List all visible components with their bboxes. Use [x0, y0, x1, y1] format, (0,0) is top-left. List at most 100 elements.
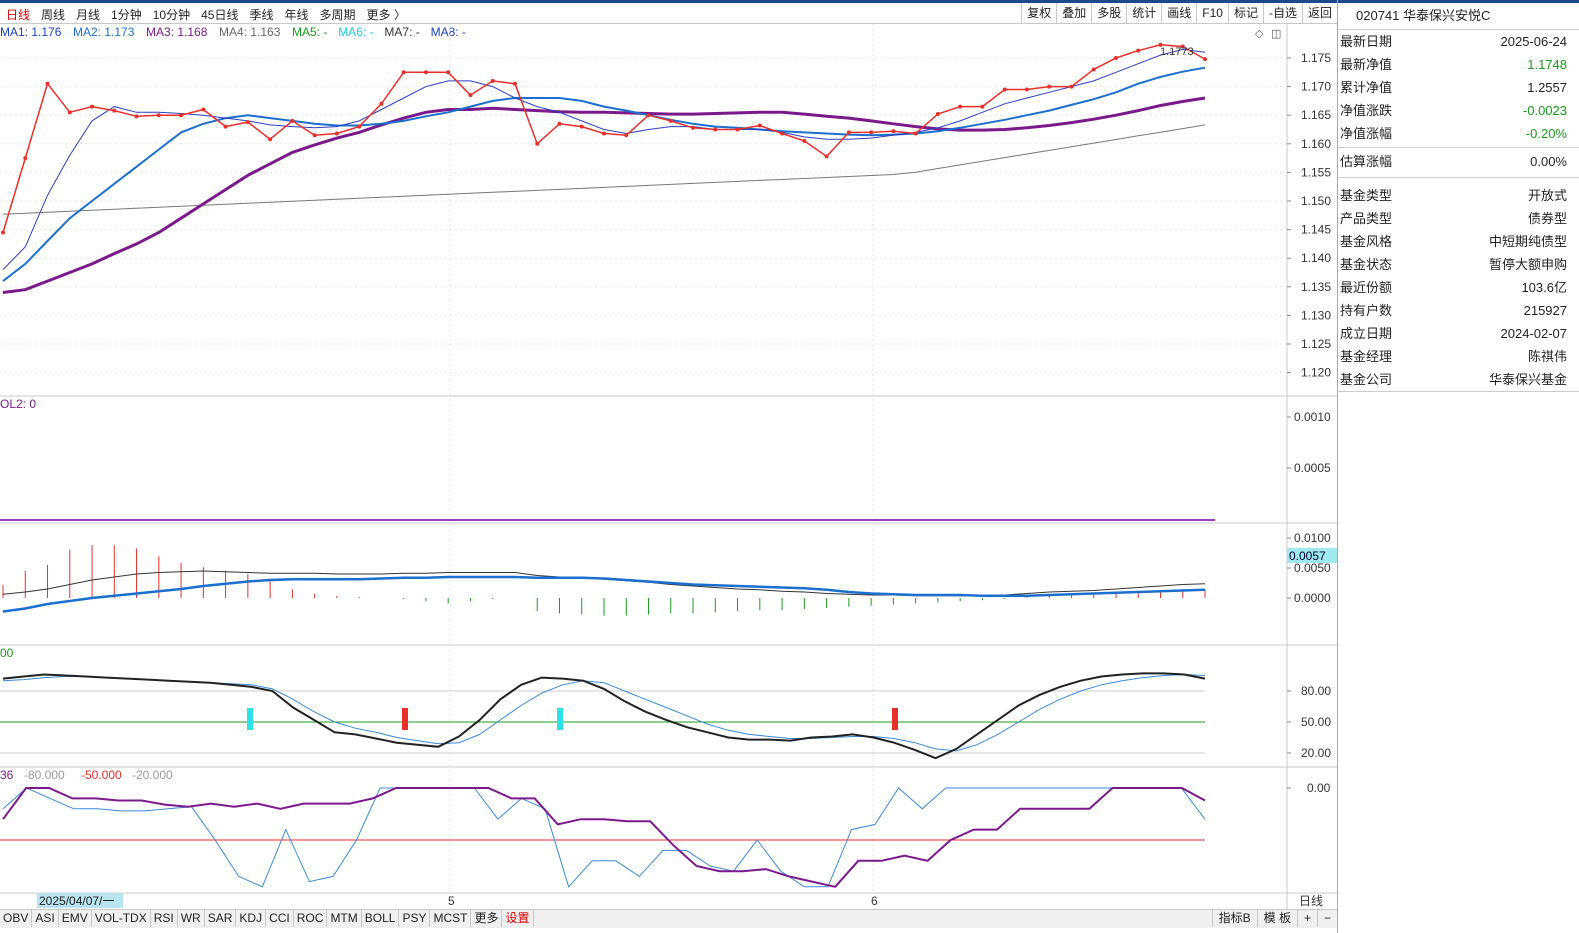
price-tick-label: 1.120: [1301, 366, 1331, 380]
fund-row: 持有户数 215927: [1338, 299, 1579, 322]
title-accent-bar: [0, 0, 1579, 3]
indicator-tab[interactable]: PSY: [399, 910, 431, 927]
indicator-tab[interactable]: MTM: [327, 910, 362, 927]
ma-legend: MA7: -: [384, 25, 419, 39]
period-tab[interactable]: 更多 〉: [366, 8, 406, 22]
tool-button[interactable]: 标记: [1227, 3, 1263, 23]
kdj-tick-label: 50.00: [1301, 715, 1331, 729]
indicator-tab[interactable]: BOLL: [362, 910, 400, 927]
wr-legend-c: -20.000: [132, 768, 173, 782]
nav-point: [1091, 67, 1096, 72]
row-key: 估算涨幅: [1340, 154, 1393, 169]
bottom-control[interactable]: 指标B: [1211, 910, 1257, 927]
tool-button[interactable]: 复权: [1021, 3, 1056, 23]
fund-nav-rows: 最新日期 2025-06-24 最新净值 1.1748 累计净值 1.2557 净值涨跌 -0…: [1338, 30, 1579, 145]
ma3-line: [2, 96, 1206, 294]
period-tab[interactable]: 多周期: [319, 8, 356, 22]
nav-point: [557, 121, 562, 126]
max-label: 1.1773: [1160, 46, 1194, 58]
ma1-line: [2, 48, 1206, 270]
indicator-tab[interactable]: KDJ: [236, 910, 267, 927]
fund-info-panel: 020741 华泰保兴安悦C 最新日期 2025-06-24 最新净值 1.1748 累…: [1338, 3, 1579, 403]
row-value: 2024-02-07: [1500, 326, 1568, 341]
chart-area[interactable]: MA1: 1.176 MA2: 1.173 MA3: 1.168 MA4: 1.163…: [0, 24, 1337, 909]
nav-point: [423, 70, 428, 75]
nav-point: [646, 113, 651, 118]
indicator-tab[interactable]: SAR: [205, 910, 237, 927]
tool-buttons: 复权 叠加 多股 统计 画线 F10 标记 -自选 返回: [1021, 3, 1337, 23]
fund-estimate-row: 估算涨幅 0.00%: [1338, 147, 1579, 173]
ma-legend: MA2: 1.173: [73, 25, 135, 39]
period-tab[interactable]: 日线: [6, 8, 31, 22]
nav-line: [2, 44, 1206, 233]
row-value: 暂停大额申购: [1488, 257, 1567, 272]
row-value: 215927: [1523, 303, 1567, 318]
nav-point: [1069, 84, 1074, 89]
tool-button[interactable]: F10: [1196, 3, 1228, 23]
indicator-tab[interactable]: ASI: [32, 910, 59, 927]
nav-point: [602, 131, 606, 136]
bottom-control[interactable]: 模 板: [1256, 910, 1297, 927]
indicator-tab[interactable]: OBV: [0, 910, 33, 927]
tool-button[interactable]: 叠加: [1056, 3, 1091, 23]
fund-row: 基金类型 开放式: [1338, 184, 1579, 207]
indicator-tab[interactable]: 设置: [502, 910, 534, 927]
indicator-tabs: OBV ASI EMV VOL-TDX RSI WR SAR KDJ CCI ROC MTM BOLL…: [0, 910, 534, 927]
tool-button[interactable]: -自选: [1262, 3, 1302, 23]
nav-point: [357, 124, 362, 129]
kdj-tick-label: 80.00: [1301, 684, 1331, 698]
month-label: 5: [448, 894, 455, 908]
tool-button[interactable]: 统计: [1126, 3, 1161, 23]
chart-svg[interactable]: MA1: 1.176 MA2: 1.173 MA3: 1.168 MA4: 1.163…: [0, 24, 1337, 909]
period-tab[interactable]: 周线: [41, 8, 66, 22]
kdj-legend: 00: [0, 646, 14, 660]
ma-legend: MA8: -: [431, 25, 466, 39]
period-tab[interactable]: 季线: [249, 8, 274, 22]
period-tab[interactable]: 45日线: [201, 8, 239, 22]
nav-point: [624, 133, 629, 138]
nav-point: [1024, 87, 1029, 92]
period-tab[interactable]: 10分钟: [152, 8, 191, 22]
nav-point: [1, 230, 5, 235]
period-tab[interactable]: 月线: [76, 8, 101, 22]
nav-point: [112, 108, 117, 113]
fund-row: 最近份额 103.6亿: [1338, 276, 1579, 299]
indicator-tab[interactable]: MCST: [430, 910, 472, 927]
bottom-control[interactable]: −: [1316, 910, 1337, 927]
row-value: 1.1748: [1527, 57, 1567, 72]
vol-tick-label: 0.0005: [1294, 461, 1331, 475]
period-tab[interactable]: 1分钟: [111, 8, 142, 22]
fund-row: 基金经理 陈祺伟: [1338, 345, 1579, 368]
indicator-tab[interactable]: 更多: [471, 910, 503, 927]
nav-point: [735, 127, 740, 132]
price-tick-label: 1.155: [1301, 165, 1331, 179]
indicator-tab[interactable]: VOL-TDX: [92, 910, 151, 927]
wr-line-1: [2, 787, 1206, 888]
indicator-tab[interactable]: EMV: [59, 910, 92, 927]
row-value: 0.00%: [1530, 154, 1567, 169]
period-tabs: 日线 周线 月线 1分钟 10分钟 45日线 季线 年线 多周期 更多 〉: [6, 6, 406, 23]
indicator-tab[interactable]: RSI: [151, 910, 178, 927]
indicator-tab[interactable]: ROC: [294, 910, 328, 927]
nav-point: [401, 70, 406, 75]
row-key: 累计净值: [1340, 80, 1393, 95]
ma-legend: MA5: -: [292, 25, 327, 39]
tool-button[interactable]: 多股: [1091, 3, 1126, 23]
nav-point: [1113, 56, 1118, 60]
price-tick-label: 1.140: [1301, 251, 1331, 265]
ma-legend: MA6: -: [338, 25, 373, 39]
nav-point: [824, 154, 829, 159]
macd-dea-line: [2, 575, 1206, 613]
period-tab[interactable]: 年线: [284, 8, 309, 22]
bottom-control[interactable]: +: [1296, 910, 1317, 927]
tool-button[interactable]: 画线: [1161, 3, 1196, 23]
indicator-tab[interactable]: WR: [178, 910, 205, 927]
tool-button[interactable]: 返回: [1301, 3, 1337, 23]
nav-point: [668, 118, 673, 123]
indicator-tab[interactable]: CCI: [266, 910, 294, 927]
price-tick-label: 1.175: [1301, 51, 1331, 65]
wr-tick-label: 0.00: [1307, 781, 1331, 795]
nav-point: [1180, 44, 1185, 49]
row-key: 产品类型: [1340, 211, 1393, 226]
nav-point: [334, 131, 339, 136]
